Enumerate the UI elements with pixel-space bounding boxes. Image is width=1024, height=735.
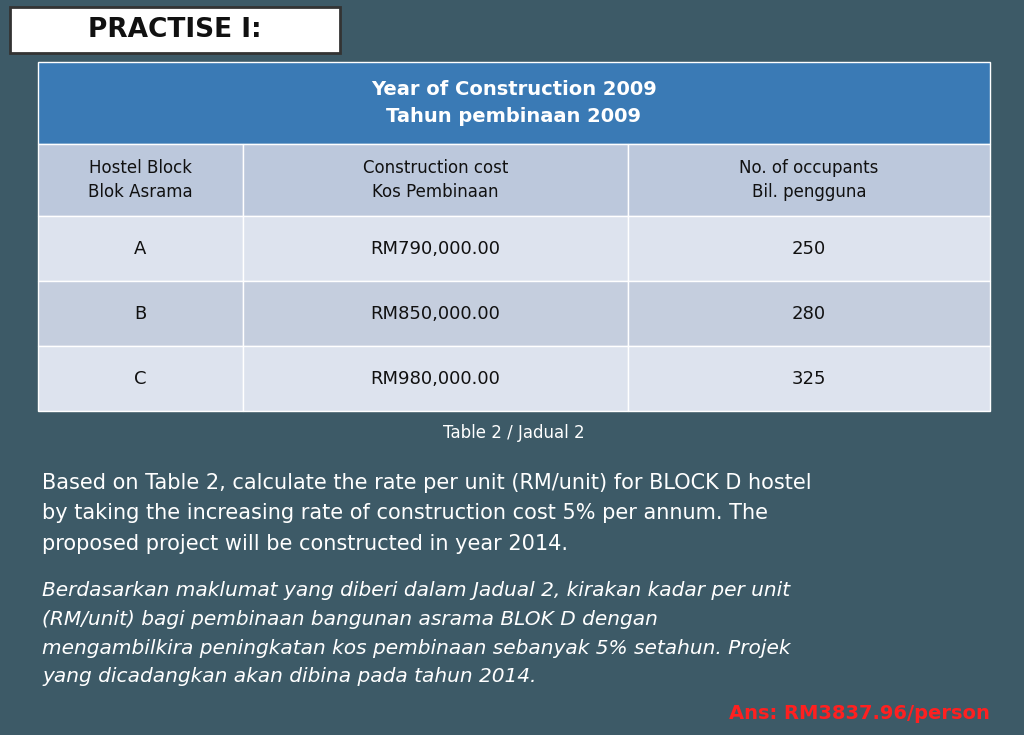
Bar <box>38 216 243 281</box>
Bar <box>243 216 629 281</box>
Bar <box>38 346 243 411</box>
Text: PRACTISE I:: PRACTISE I: <box>88 17 262 43</box>
Bar <box>38 144 243 216</box>
Text: Based on Table 2, calculate the rate per unit (RM/unit) for BLOCK D hostel
by ta: Based on Table 2, calculate the rate per… <box>42 473 812 553</box>
Text: Year of Construction 2009
Tahun pembinaan 2009: Year of Construction 2009 Tahun pembinaa… <box>371 80 656 126</box>
Bar <box>10 7 340 53</box>
Text: A: A <box>134 240 146 257</box>
Bar <box>629 216 990 281</box>
Text: Berdasarkan maklumat yang diberi dalam Jadual 2, kirakan kadar per unit
(RM/unit: Berdasarkan maklumat yang diberi dalam J… <box>42 581 791 686</box>
Bar <box>243 346 629 411</box>
Text: RM980,000.00: RM980,000.00 <box>371 370 501 387</box>
Bar <box>629 346 990 411</box>
Text: B: B <box>134 304 146 323</box>
Text: Table 2 / Jadual 2: Table 2 / Jadual 2 <box>443 424 585 442</box>
Bar <box>243 281 629 346</box>
Text: Hostel Block
Blok Asrama: Hostel Block Blok Asrama <box>88 159 193 201</box>
Text: 280: 280 <box>792 304 826 323</box>
Text: RM790,000.00: RM790,000.00 <box>371 240 501 257</box>
Text: 250: 250 <box>792 240 826 257</box>
Text: 325: 325 <box>792 370 826 387</box>
Text: C: C <box>134 370 146 387</box>
Text: Ans: RM3837.96/person: Ans: RM3837.96/person <box>729 704 990 723</box>
Text: No. of occupants
Bil. pengguna: No. of occupants Bil. pengguna <box>739 159 879 201</box>
Text: Construction cost
Kos Pembinaan: Construction cost Kos Pembinaan <box>362 159 508 201</box>
Bar <box>38 62 990 144</box>
Bar <box>38 281 243 346</box>
Text: RM850,000.00: RM850,000.00 <box>371 304 501 323</box>
Bar <box>629 281 990 346</box>
Bar <box>629 144 990 216</box>
Bar <box>243 144 629 216</box>
